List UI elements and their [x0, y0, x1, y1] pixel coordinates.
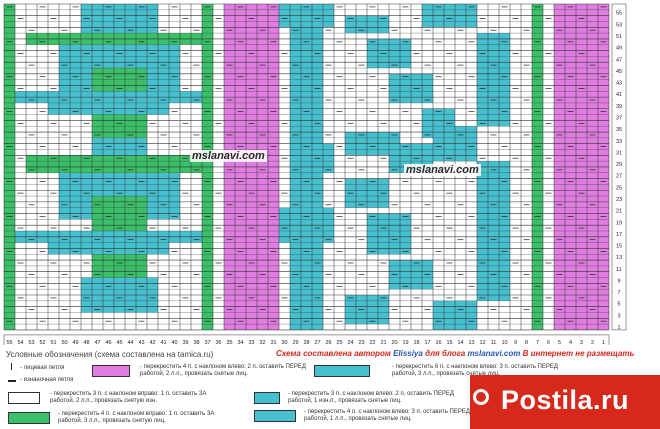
column-number: 29	[292, 340, 298, 345]
column-number-strip	[3, 334, 610, 345]
column-number: 23	[358, 340, 364, 345]
row-number: 55	[616, 11, 622, 17]
column-number: 35	[226, 340, 232, 345]
column-number: 7	[536, 340, 539, 345]
row-number: 25	[616, 185, 622, 191]
row-number: 41	[616, 92, 622, 98]
legend-title: Условные обозначения (схема составлена н…	[6, 350, 214, 359]
row-number: 3	[617, 313, 620, 319]
column-number: 16	[435, 340, 441, 345]
row-number: 7	[617, 290, 620, 296]
pin-icon	[473, 389, 489, 405]
column-number: 48	[83, 340, 89, 345]
knitting-chart: 55 54 53 52 51 50 49 48 47 46 45 44 43 42 41 40 39 38 37 36…	[3, 3, 627, 345]
column-number: 41	[160, 340, 166, 345]
column-number: 52	[39, 340, 45, 345]
row-number: 11	[616, 267, 622, 273]
column-number: 34	[237, 340, 243, 345]
column-number: 38	[193, 340, 199, 345]
column-number: 55	[6, 340, 12, 345]
column-number: 15	[446, 340, 452, 345]
row-number: 53	[616, 22, 622, 28]
postila-banner[interactable]: Postila.ru	[470, 375, 660, 429]
column-number: 10	[501, 340, 507, 345]
watermark-left: mslanavi.com	[190, 150, 267, 162]
column-number: 22	[369, 340, 375, 345]
column-number: 27	[314, 340, 320, 345]
column-number: 50	[61, 340, 67, 345]
column-number: 49	[72, 340, 78, 345]
column-number: 51	[50, 340, 56, 345]
column-number: 18	[413, 340, 419, 345]
column-number: 25	[336, 340, 342, 345]
column-number: 33	[248, 340, 254, 345]
row-number: 43	[616, 81, 622, 87]
row-number: 27	[616, 174, 622, 180]
brand-name: Postila.ru	[500, 385, 630, 415]
row-number: 33	[616, 139, 622, 145]
row-number: 19	[616, 220, 622, 226]
column-number: 17	[424, 340, 430, 345]
column-number: 42	[149, 340, 155, 345]
row-number: 1	[617, 325, 620, 331]
column-number: 2	[591, 340, 594, 345]
column-number: 36	[215, 340, 221, 345]
column-number: 24	[347, 340, 353, 345]
column-number: 53	[28, 340, 34, 345]
row-number: 49	[616, 46, 622, 52]
column-number: 21	[380, 340, 386, 345]
column-number: 31	[270, 340, 276, 345]
column-number: 20	[391, 340, 397, 345]
column-number: 8	[525, 340, 528, 345]
column-number: 26	[325, 340, 331, 345]
column-number: 43	[138, 340, 144, 345]
author-note: Схема составлена автором Elissiya для бл…	[276, 349, 635, 358]
column-number: 13	[468, 340, 474, 345]
row-number: 51	[616, 34, 622, 40]
cable-motif	[92, 137, 147, 156]
row-number: 45	[616, 69, 622, 75]
column-number: 19	[402, 340, 408, 345]
row-number: 39	[616, 104, 622, 110]
row-number: 13	[616, 255, 622, 261]
row-number: 23	[616, 197, 622, 203]
column-number: 37	[204, 340, 210, 345]
column-number: 44	[127, 340, 133, 345]
column-number: 28	[303, 340, 309, 345]
column-number: 6	[547, 340, 550, 345]
column-number: 9	[514, 340, 517, 345]
cable-motif	[290, 27, 323, 208]
row-number: 5	[617, 302, 620, 308]
column-number: 3	[580, 340, 583, 345]
column-number: 4	[569, 340, 572, 345]
watermark-right: mslanavi.com	[404, 164, 481, 176]
row-number: 17	[616, 232, 622, 238]
row-number: 31	[616, 150, 622, 156]
row-number: 37	[616, 115, 622, 121]
row-number: 21	[616, 209, 622, 215]
column-number: 45	[116, 340, 122, 345]
row-number: 15	[616, 244, 622, 250]
column-number: 54	[17, 340, 23, 345]
column-number: 14	[457, 340, 463, 345]
column-number: 47	[94, 340, 100, 345]
column-number: 32	[259, 340, 265, 345]
column-number: 1	[602, 340, 605, 345]
column-number: 12	[479, 340, 485, 345]
column-number: 40	[171, 340, 177, 345]
row-number: 47	[616, 57, 622, 63]
column-number: 39	[182, 340, 188, 345]
row-number-strip	[611, 3, 627, 331]
row-number: 29	[616, 162, 622, 168]
column-number: 11	[491, 340, 497, 345]
column-number: 30	[281, 340, 287, 345]
row-number: 35	[616, 127, 622, 133]
row-number: 9	[617, 278, 620, 284]
column-number: 5	[558, 340, 561, 345]
column-number: 46	[105, 340, 111, 345]
